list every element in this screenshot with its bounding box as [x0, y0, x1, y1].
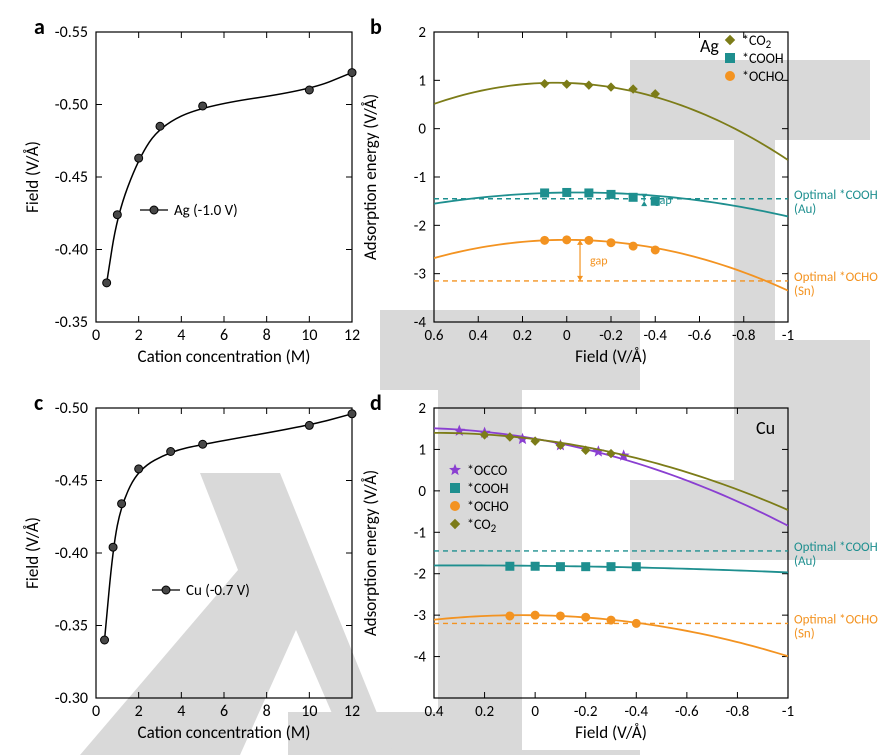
svg-text:Cation concentration (M): Cation concentration (M): [138, 722, 311, 743]
svg-text:2: 2: [418, 400, 426, 418]
svg-text:Field (V/Å): Field (V/Å): [22, 517, 43, 589]
svg-text:Field (V/Å): Field (V/Å): [575, 722, 647, 743]
svg-text:0: 0: [92, 326, 100, 345]
svg-text:-1: -1: [414, 524, 426, 542]
svg-text:c: c: [34, 389, 43, 416]
svg-text:0.4: 0.4: [469, 327, 488, 345]
svg-text:-1: -1: [782, 703, 794, 721]
svg-text:Field (V/Å): Field (V/Å): [22, 141, 43, 213]
svg-text:Adsorption energy (V/Å): Adsorption energy (V/Å): [360, 94, 381, 260]
svg-text:0.2: 0.2: [475, 703, 494, 721]
svg-text:10: 10: [301, 326, 317, 345]
svg-text:(Sn): (Sn): [794, 626, 815, 641]
svg-text:-4: -4: [414, 314, 427, 332]
figure-root: abcd024681012-0.35-0.40-0.45-0.50-0.55Ca…: [0, 0, 879, 755]
svg-text:0: 0: [563, 327, 571, 345]
svg-text:-0.35: -0.35: [55, 313, 88, 332]
svg-text:-0.8: -0.8: [732, 327, 756, 345]
svg-text:Ag: Ag: [700, 35, 719, 57]
svg-text:-3: -3: [414, 607, 427, 625]
svg-text:-0.6: -0.6: [675, 703, 699, 721]
svg-text:12: 12: [344, 702, 360, 721]
svg-text:-0.40: -0.40: [55, 544, 88, 563]
svg-text:-0.8: -0.8: [726, 703, 750, 721]
svg-text:-2: -2: [414, 217, 426, 235]
svg-text:0.4: 0.4: [425, 703, 444, 721]
svg-text:(Sn): (Sn): [794, 284, 815, 299]
svg-text:-0.50: -0.50: [55, 96, 88, 115]
svg-text:-0.35: -0.35: [55, 617, 88, 636]
svg-text:-0.45: -0.45: [55, 472, 88, 491]
svg-text:6: 6: [220, 326, 228, 345]
svg-text:*OCCO: *OCCO: [467, 462, 507, 479]
svg-text:-1: -1: [782, 327, 794, 345]
svg-text:-2: -2: [414, 566, 426, 584]
svg-text:d: d: [370, 389, 382, 416]
svg-text:0.2: 0.2: [513, 327, 532, 345]
svg-text:Adsorption energy (V/Å): Adsorption energy (V/Å): [360, 470, 381, 636]
svg-text:(Au): (Au): [794, 554, 816, 569]
svg-text:-3: -3: [414, 266, 427, 284]
svg-text:Field (V/Å): Field (V/Å): [575, 346, 647, 367]
svg-text:Cu (-0.7 V): Cu (-0.7 V): [186, 582, 250, 600]
svg-text:Optimal *COOH: Optimal *COOH: [794, 188, 878, 203]
svg-text:Optimal *OCHO: Optimal *OCHO: [794, 612, 878, 627]
svg-text:-1: -1: [414, 169, 426, 187]
svg-text:Cu: Cu: [756, 417, 775, 439]
svg-text:0: 0: [92, 702, 100, 721]
svg-text:2: 2: [418, 24, 426, 42]
svg-text:a: a: [34, 13, 45, 40]
svg-text:Cation concentration (M): Cation concentration (M): [138, 346, 311, 367]
svg-text:0: 0: [531, 703, 539, 721]
svg-text:-0.45: -0.45: [55, 168, 88, 187]
svg-text:-0.50: -0.50: [55, 399, 88, 418]
svg-text:*COOH: *COOH: [467, 480, 509, 497]
svg-text:-0.40: -0.40: [55, 241, 88, 260]
svg-text:-4: -4: [414, 649, 427, 667]
svg-text:8: 8: [263, 326, 271, 345]
svg-text:*COOH: *COOH: [742, 50, 784, 67]
svg-text:(Au): (Au): [794, 202, 816, 217]
svg-text:-0.2: -0.2: [574, 703, 598, 721]
svg-text:10: 10: [301, 702, 317, 721]
svg-text:6: 6: [220, 702, 228, 721]
svg-text:-0.55: -0.55: [55, 23, 88, 42]
svg-text:8: 8: [263, 702, 271, 721]
svg-text:gap: gap: [590, 254, 607, 268]
svg-text:1: 1: [418, 72, 426, 90]
svg-text:Optimal *COOH: Optimal *COOH: [794, 540, 878, 555]
figure-svg: abcd024681012-0.35-0.40-0.45-0.50-0.55Ca…: [0, 0, 879, 755]
svg-text:2: 2: [135, 326, 143, 345]
svg-text:Ag (-1.0 V): Ag (-1.0 V): [174, 202, 238, 220]
svg-text:-0.4: -0.4: [643, 327, 667, 345]
svg-text:-0.6: -0.6: [688, 327, 712, 345]
svg-text:Optimal *OCHO: Optimal *OCHO: [794, 270, 878, 285]
svg-text:1: 1: [418, 441, 426, 459]
svg-text:4: 4: [177, 702, 185, 721]
svg-text:12: 12: [344, 326, 360, 345]
svg-text:0: 0: [418, 121, 426, 139]
svg-text:b: b: [370, 13, 382, 40]
svg-text:*CO2: *CO2: [742, 32, 772, 51]
svg-text:-0.30: -0.30: [55, 689, 88, 708]
svg-text:*CO2: *CO2: [467, 516, 497, 535]
svg-text:-0.2: -0.2: [599, 327, 623, 345]
svg-text:*OCHO: *OCHO: [467, 498, 509, 515]
svg-text:2: 2: [135, 702, 143, 721]
svg-text:4: 4: [177, 326, 185, 345]
svg-text:*OCHO: *OCHO: [742, 68, 784, 85]
svg-text:-0.4: -0.4: [624, 703, 648, 721]
svg-text:gap: gap: [654, 194, 671, 208]
svg-text:0.6: 0.6: [425, 327, 444, 345]
svg-text:0: 0: [418, 483, 426, 501]
